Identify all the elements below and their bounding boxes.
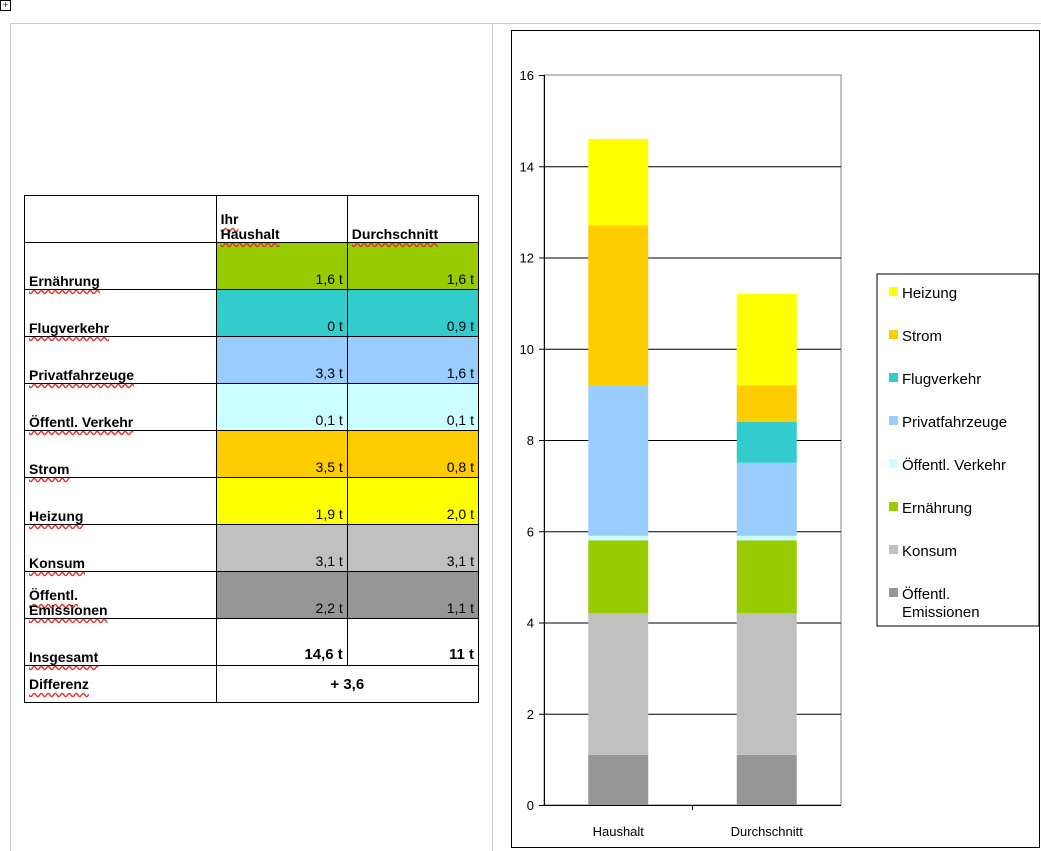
legend-swatch (889, 416, 898, 425)
row-value-durchschnitt: 0,9 t (346, 289, 480, 337)
row-value-haushalt: 0 t (215, 289, 348, 337)
bar-segment (588, 613, 649, 755)
move-handle-icon[interactable]: + (0, 0, 11, 11)
row-value-durchschnitt: 0,8 t (346, 430, 480, 478)
row-label: Privatfahrzeuge (24, 336, 217, 384)
bar-segment (736, 421, 797, 463)
bar-segment (588, 385, 649, 536)
y-tick-label: 4 (527, 616, 534, 631)
legend-label: Heizung (902, 285, 957, 302)
row-value-durchschnitt: 0,1 t (346, 383, 480, 431)
row-value-haushalt: 1,9 t (215, 477, 348, 525)
row-value-haushalt: 3,5 t (215, 430, 348, 478)
row-value-durchschnitt: 3,1 t (346, 524, 480, 572)
table-header-row: Ihr Haushalt Durchschnitt (24, 195, 480, 243)
header-durchschnitt: Durchschnitt (346, 195, 480, 243)
table-row: Konsum 3,1 t 3,1 t (24, 524, 480, 572)
row-value-haushalt: 3,1 t (215, 524, 348, 572)
legend-label: Strom (902, 328, 942, 345)
cell-border-middle (492, 23, 493, 851)
row-value-haushalt: 3,3 t (215, 336, 348, 384)
difference-label: Differenz (24, 665, 217, 703)
y-tick-label: 10 (520, 342, 534, 357)
row-label: Öffentl. Emissionen (24, 571, 217, 619)
row-value-durchschnitt: 2,0 t (346, 477, 480, 525)
legend-swatch (889, 373, 898, 382)
x-tick-label: Haushalt (593, 824, 645, 839)
table-row: Ernährung 1,6 t 1,6 t (24, 242, 480, 290)
y-tick-label: 2 (527, 707, 534, 722)
bar-segment (736, 294, 797, 386)
row-label: Strom (24, 430, 217, 478)
bar-segment (736, 385, 797, 422)
header-empty-cell (24, 195, 217, 243)
legend-label: Ernährung (902, 500, 972, 517)
bar-segment (736, 540, 797, 614)
bar-segment (736, 754, 797, 805)
bar-segment (736, 462, 797, 536)
legend-swatch (889, 287, 898, 296)
bar-segment (736, 535, 797, 541)
legend (876, 273, 1040, 627)
row-label: Flugverkehr (24, 289, 217, 337)
difference-value: + 3,6 (215, 665, 480, 703)
y-tick-label: 14 (520, 159, 534, 174)
table-row: Flugverkehr 0 t 0,9 t (24, 289, 480, 337)
y-tick-label: 16 (520, 68, 534, 83)
row-value-durchschnitt: 1,1 t (346, 571, 480, 619)
total-row: Insgesamt 14,6 t 11 t (24, 618, 480, 666)
row-label: Konsum (24, 524, 217, 572)
bar-segment (736, 613, 797, 755)
legend-label: Öffentl. Verkehr (902, 456, 1006, 474)
header-haushalt: Ihr Haushalt (215, 195, 348, 243)
cell-border-left (10, 23, 11, 851)
cell-border-top (10, 23, 1041, 24)
bar-segment (588, 225, 649, 386)
row-value-haushalt: 2,2 t (215, 571, 348, 619)
total-haushalt: 14,6 t (215, 618, 348, 666)
row-value-haushalt: 0,1 t (215, 383, 348, 431)
y-tick-label: 8 (527, 433, 534, 448)
legend-label: Öffentl. Emissionen (902, 585, 980, 621)
difference-row: Differenz + 3,6 (24, 665, 480, 703)
legend-swatch (889, 330, 898, 339)
table-row: Öffentl. Emissionen 2,2 t 1,1 t (24, 571, 480, 619)
row-label: Heizung (24, 477, 217, 525)
emissions-table: Ihr Haushalt Durchschnitt Ernährung 1,6 t 1,6… (24, 195, 480, 703)
row-value-durchschnitt: 1,6 t (346, 242, 480, 290)
bar-segment (588, 754, 649, 805)
y-tick-label: 6 (527, 524, 534, 539)
y-tick-label: 0 (527, 798, 534, 813)
legend-swatch (889, 502, 898, 511)
table-row: Strom 3,5 t 0,8 t (24, 430, 480, 478)
legend-swatch (889, 545, 898, 554)
legend-swatch (889, 588, 898, 597)
bar-segment (588, 535, 649, 541)
bar-segment (588, 138, 649, 226)
x-tick-label: Durchschnitt (731, 824, 804, 839)
legend-label: Konsum (902, 543, 957, 560)
bar-segment (588, 540, 649, 614)
table-row: Öffentl. Verkehr 0,1 t 0,1 t (24, 383, 480, 431)
table-row: Privatfahrzeuge 3,3 t 1,6 t (24, 336, 480, 384)
legend-swatch (889, 459, 898, 468)
table-row: Heizung 1,9 t 2,0 t (24, 477, 480, 525)
row-label: Öffentl. Verkehr (24, 383, 217, 431)
legend-label: Privatfahrzeuge (902, 414, 1007, 431)
y-tick-label: 12 (520, 251, 534, 266)
legend-label: Flugverkehr (902, 371, 981, 388)
